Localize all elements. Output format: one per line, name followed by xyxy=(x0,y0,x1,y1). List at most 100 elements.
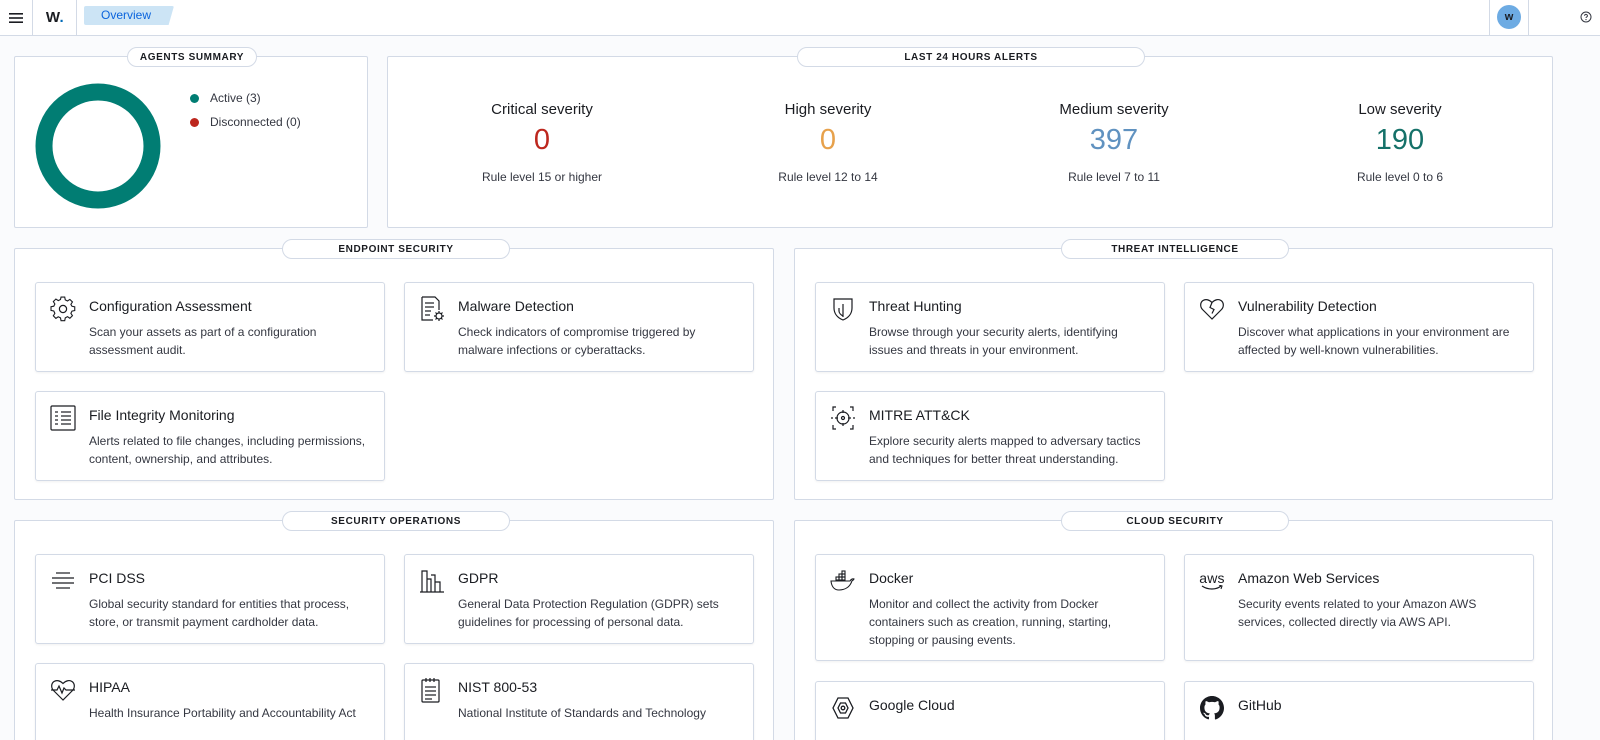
card-pci-dss[interactable]: PCI DSS Global security standard for ent… xyxy=(35,554,385,644)
card-title: Configuration Assessment xyxy=(89,298,252,314)
card-file-integrity-monitoring[interactable]: File Integrity Monitoring Alerts related… xyxy=(35,391,385,481)
agents-summary-panel: AGENTS SUMMARY Active (3) Disconnected (… xyxy=(14,47,368,228)
card-threat-hunting[interactable]: Threat Hunting Browse through your secur… xyxy=(815,282,1165,372)
card-hipaa[interactable]: HIPAA Health Insurance Portability and A… xyxy=(35,663,385,740)
alert-medium-title: Medium severity xyxy=(1059,101,1169,118)
card-title: MITRE ATT&CK xyxy=(869,407,970,423)
endpoint-security-title: ENDPOINT SECURITY xyxy=(282,239,510,259)
top-bar: W. Overview w xyxy=(0,0,1600,36)
breadcrumb-overview[interactable]: Overview xyxy=(84,6,174,25)
logo-dot: . xyxy=(59,9,64,26)
card-description: Browse through your security alerts, ide… xyxy=(869,325,1118,357)
security-operations-panel: SECURITY OPERATIONS PCI DSS Global secur… xyxy=(14,511,774,740)
alerts-title: LAST 24 HOURS ALERTS xyxy=(797,47,1145,67)
endpoint-security-panel: ENDPOINT SECURITY Configuration Assessme… xyxy=(14,239,774,500)
card-title: Threat Hunting xyxy=(869,298,962,314)
card-amazon-web-services[interactable]: aws Amazon Web Services Security events … xyxy=(1184,554,1534,661)
threat-intelligence-title: THREAT INTELLIGENCE xyxy=(1061,239,1289,259)
card-description: Security events related to your Amazon A… xyxy=(1238,597,1477,629)
card-nist-800-53[interactable]: NIST 800-53 National Institute of Standa… xyxy=(404,663,754,740)
lines-icon xyxy=(49,567,77,595)
agents-summary-title: AGENTS SUMMARY xyxy=(127,47,257,67)
gear-icon xyxy=(49,295,77,323)
card-title: Google Cloud xyxy=(869,697,955,713)
alert-critical-value[interactable]: 0 xyxy=(533,124,551,156)
legend-dot-disconnected xyxy=(190,117,199,127)
app-logo[interactable]: W. xyxy=(33,0,77,35)
card-title: Amazon Web Services xyxy=(1238,570,1380,586)
legend-disconnected-label: Disconnected (0) xyxy=(210,115,301,129)
alert-high-value[interactable]: 0 xyxy=(819,124,837,156)
crosshair-icon xyxy=(829,404,857,432)
card-title: Malware Detection xyxy=(458,298,574,314)
card-docker[interactable]: Docker Monitor and collect the activity … xyxy=(815,554,1165,661)
threat-intelligence-panel: THREAT INTELLIGENCE Threat Hunting Brows… xyxy=(794,239,1553,500)
card-description: Discover what applications in your envir… xyxy=(1238,325,1510,357)
donut-ring-active xyxy=(35,83,161,209)
alert-critical-title: Critical severity xyxy=(491,101,593,118)
checklist-icon xyxy=(418,676,446,704)
shield-icon xyxy=(829,295,857,323)
alert-low-value[interactable]: 190 xyxy=(1375,124,1425,156)
building-icon xyxy=(418,567,446,595)
card-description: Check indicators of compromise triggered… xyxy=(458,325,696,357)
document-gear-icon xyxy=(418,295,446,323)
avatar[interactable]: w xyxy=(1497,5,1521,29)
help-icon[interactable] xyxy=(1580,11,1592,23)
topbar-right: w xyxy=(1489,0,1600,35)
aws-icon-text: aws xyxy=(1199,569,1225,586)
hamburger-icon xyxy=(9,12,23,23)
card-title: GDPR xyxy=(458,570,499,586)
legend-disconnected[interactable]: Disconnected (0) xyxy=(190,115,301,129)
legend-active[interactable]: Active (3) xyxy=(190,91,261,105)
divider xyxy=(1528,0,1529,35)
logo-text: W xyxy=(45,9,60,26)
cloud-security-title: CLOUD SECURITY xyxy=(1061,511,1289,531)
broken-heart-icon xyxy=(1198,295,1226,323)
list-document-icon xyxy=(49,404,77,432)
alert-high-title: High severity xyxy=(784,101,872,118)
card-vulnerability-detection[interactable]: Vulnerability Detection Discover what ap… xyxy=(1184,282,1534,372)
alerts-panel: LAST 24 HOURS ALERTS Critical severity 0… xyxy=(387,47,1553,228)
card-title: PCI DSS xyxy=(89,570,146,586)
agents-donut-chart[interactable] xyxy=(35,83,161,209)
menu-button[interactable] xyxy=(0,0,33,35)
heartbeat-icon xyxy=(49,676,77,704)
card-gdpr[interactable]: GDPR General Data Protection Regulation … xyxy=(404,554,754,644)
legend-active-label: Active (3) xyxy=(210,91,261,105)
card-malware-detection[interactable]: Malware Detection Check indicators of co… xyxy=(404,282,754,372)
card-google-cloud[interactable]: Google Cloud xyxy=(815,681,1165,740)
card-title: Docker xyxy=(869,570,914,586)
card-title: HIPAA xyxy=(89,679,130,695)
google-cloud-icon xyxy=(829,694,857,722)
card-mitre-attack[interactable]: MITRE ATT&CK Explore security alerts map… xyxy=(815,391,1165,481)
card-description: Alerts related to file changes, includin… xyxy=(89,434,366,466)
alert-critical-subtitle: Rule level 15 or higher xyxy=(481,170,603,184)
docker-icon xyxy=(829,567,857,595)
card-description: Health Insurance Portability and Account… xyxy=(89,706,356,720)
card-description: General Data Protection Regulation (GDPR… xyxy=(458,597,719,629)
legend-dot-active xyxy=(190,93,199,103)
alert-high[interactable]: High severity 0 Rule level 12 to 14 xyxy=(728,101,928,184)
card-configuration-assessment[interactable]: Configuration Assessment Scan your asset… xyxy=(35,282,385,372)
alert-critical[interactable]: Critical severity 0 Rule level 15 or hig… xyxy=(442,101,642,184)
github-icon xyxy=(1198,694,1226,722)
card-description: Global security standard for entities th… xyxy=(89,597,350,629)
alert-high-subtitle: Rule level 12 to 14 xyxy=(778,170,878,184)
card-title: NIST 800-53 xyxy=(458,679,538,695)
card-description: Scan your assets as part of a configurat… xyxy=(89,325,317,357)
card-title: GitHub xyxy=(1238,697,1282,713)
security-operations-title: SECURITY OPERATIONS xyxy=(282,511,510,531)
alert-medium-value[interactable]: 397 xyxy=(1089,124,1139,156)
alert-low-title: Low severity xyxy=(1358,101,1442,118)
card-github[interactable]: GitHub xyxy=(1184,681,1534,740)
card-description: Explore security alerts mapped to advers… xyxy=(869,434,1141,466)
card-title: File Integrity Monitoring xyxy=(89,407,235,423)
card-description: National Institute of Standards and Tech… xyxy=(458,706,706,720)
alert-medium-subtitle: Rule level 7 to 11 xyxy=(1068,170,1160,184)
cloud-security-panel: CLOUD SECURITY Docker Monitor and collec… xyxy=(794,511,1553,740)
alert-medium[interactable]: Medium severity 397 Rule level 7 to 11 xyxy=(1014,101,1214,184)
alert-low[interactable]: Low severity 190 Rule level 0 to 6 xyxy=(1300,101,1500,184)
alert-low-subtitle: Rule level 0 to 6 xyxy=(1356,170,1444,184)
card-title: Vulnerability Detection xyxy=(1238,298,1377,314)
